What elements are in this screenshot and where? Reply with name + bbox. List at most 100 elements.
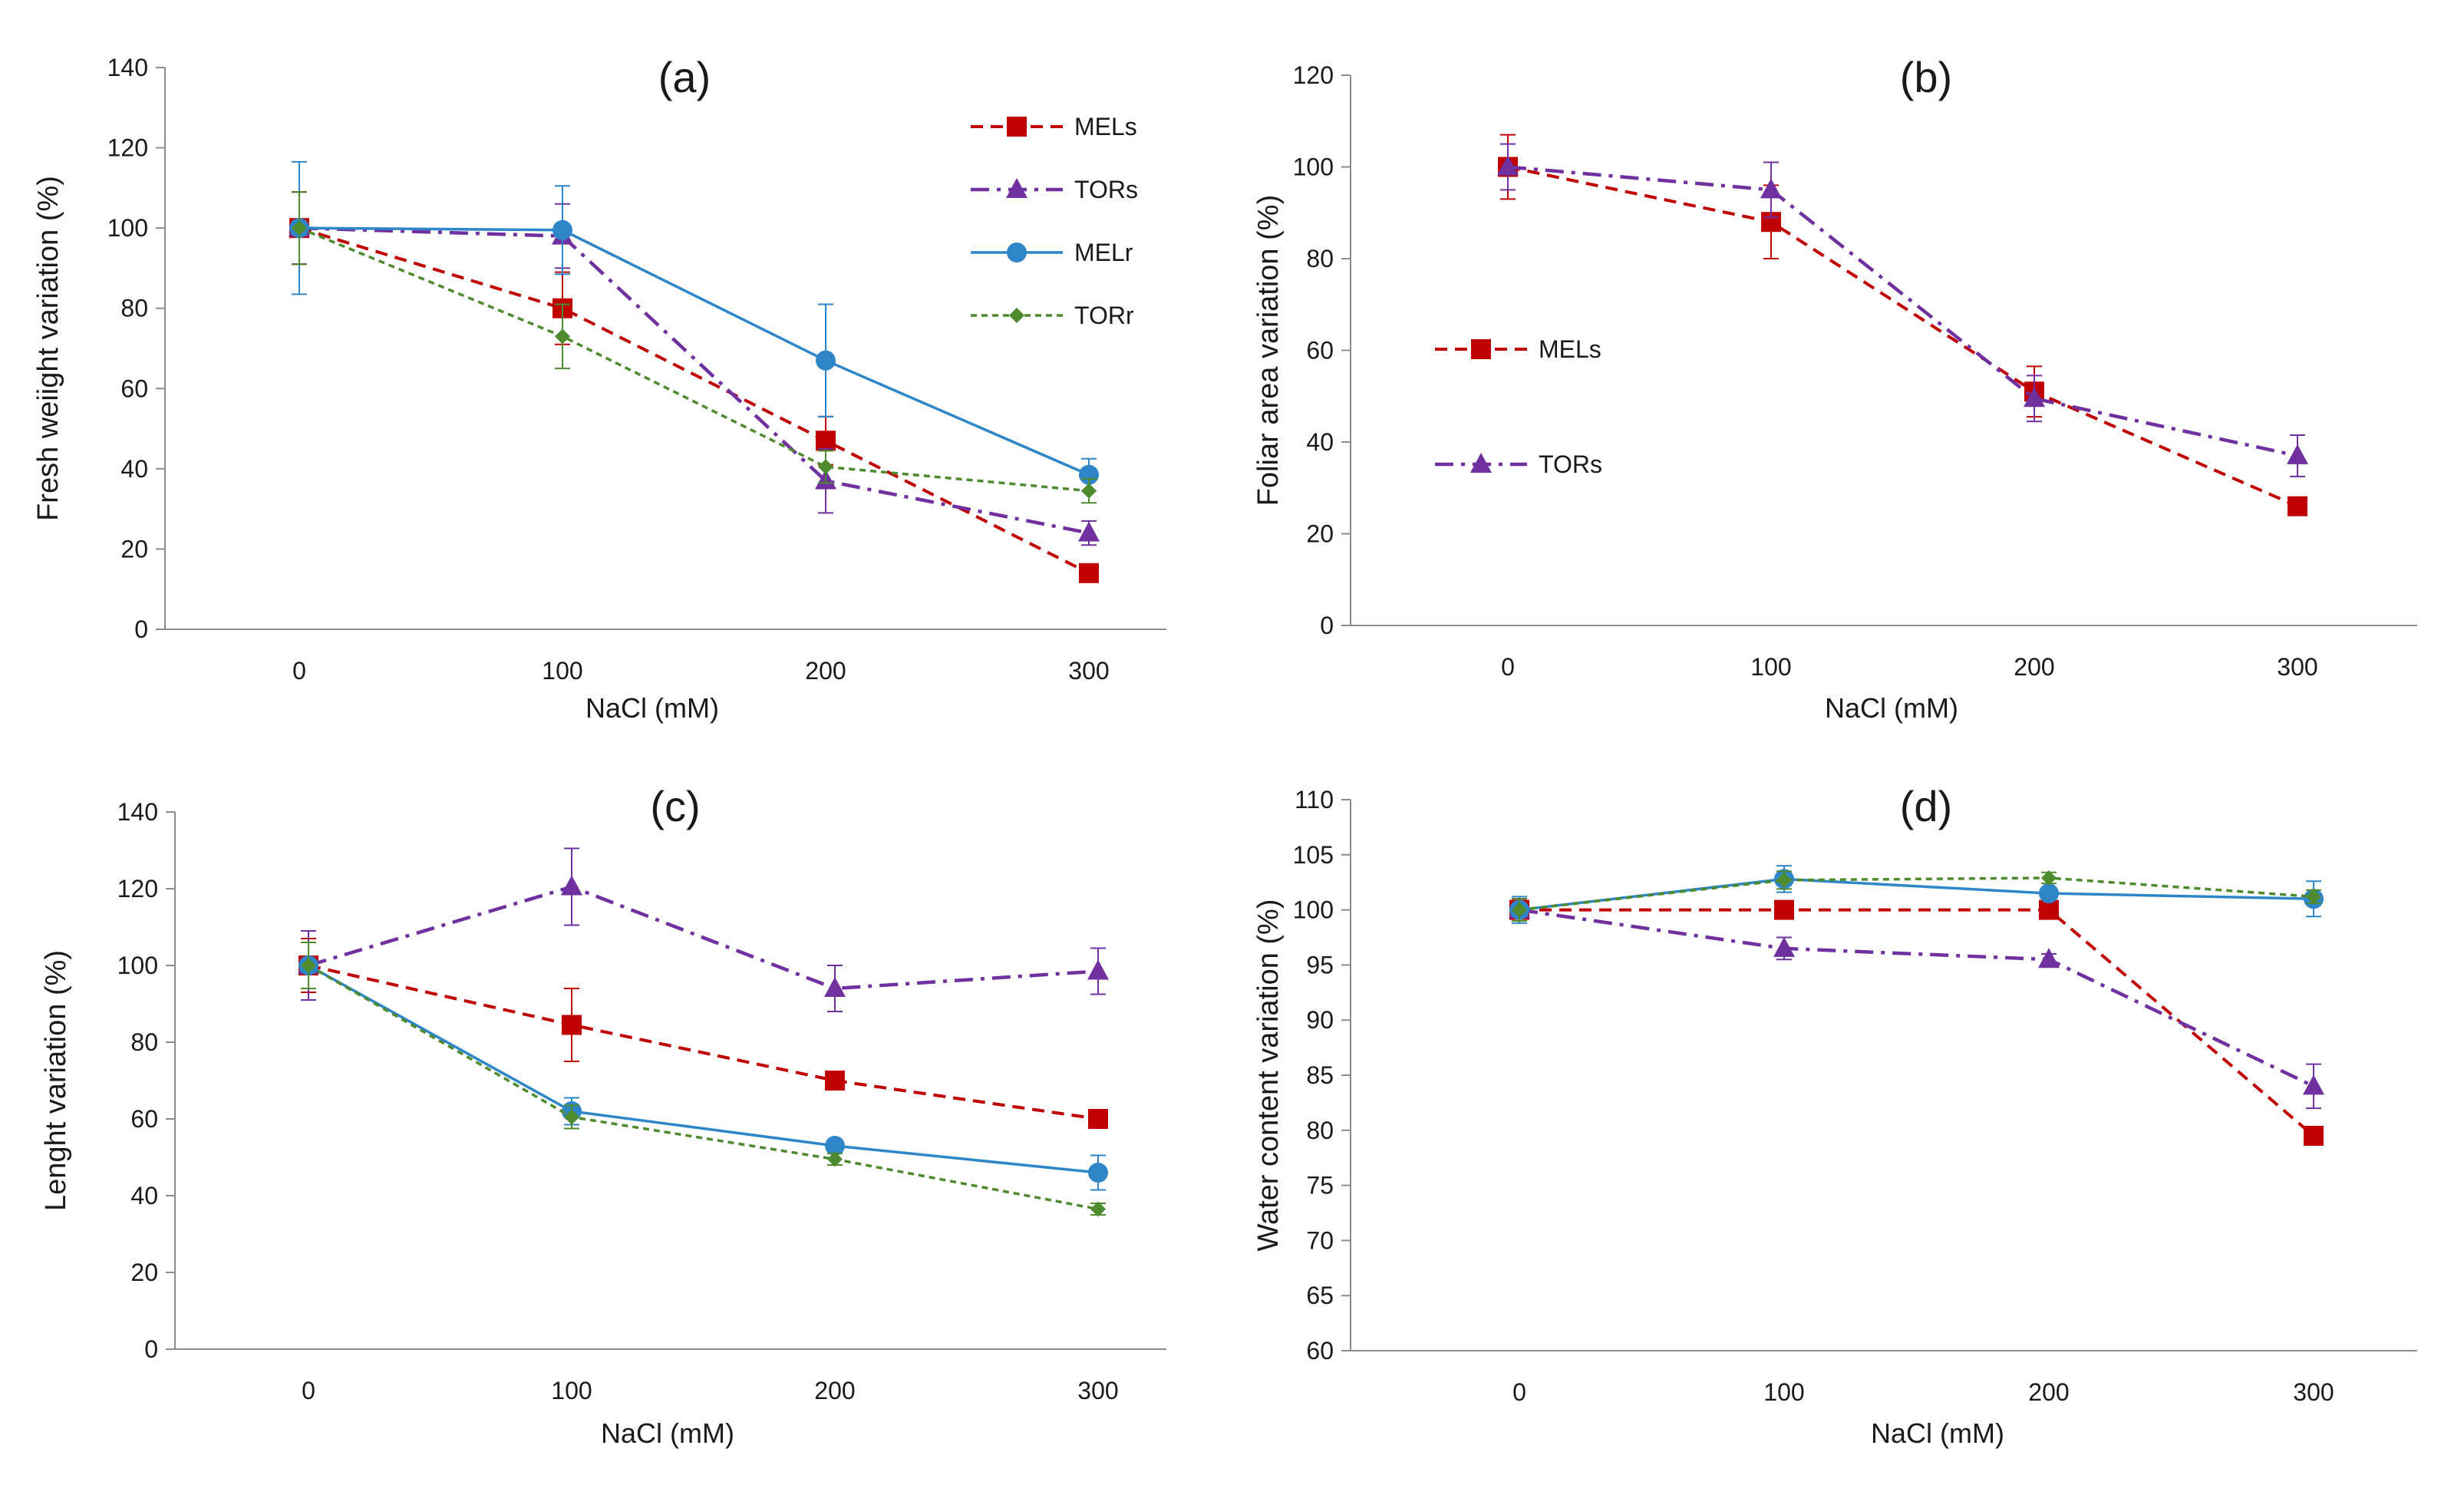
y-axis-title: Lenght variation (%) [40, 950, 72, 1211]
data-point [1079, 563, 1099, 583]
data-point [1090, 1201, 1106, 1217]
y-tick-label: 0 [134, 615, 148, 643]
legend: MELs TORs [1435, 335, 1602, 478]
legend-label: MELs [1539, 335, 1601, 363]
panel-a: 0 20 40 60 80 100 120 140 0 100 200 300 NaCl (mM) Fre… [32, 53, 1166, 724]
series-TORr [292, 191, 1097, 504]
legend-label: TORs [1074, 176, 1138, 203]
y-tick-label: 120 [117, 875, 158, 903]
x-tick-label: 200 [814, 1377, 855, 1404]
data-point [1088, 1109, 1108, 1129]
data-point [2287, 444, 2308, 464]
panel-label: (a) [658, 53, 711, 101]
data-point [824, 977, 846, 997]
series-line [299, 226, 1090, 575]
legend-marker [1007, 243, 1027, 262]
data-point [2038, 948, 2060, 969]
y-tick-label: 80 [1306, 1117, 1334, 1144]
series-line [308, 964, 1099, 1120]
data-point [2306, 889, 2321, 905]
data-point [2304, 1125, 2324, 1146]
data-point [2024, 387, 2045, 408]
data-point [1079, 464, 1099, 485]
data-point [818, 459, 833, 475]
legend: MELs TORs MELr TORr [971, 113, 1138, 329]
x-tick-label: 100 [542, 657, 582, 685]
y-tick-label: 80 [1306, 245, 1334, 272]
y-tick-label: 100 [1293, 896, 1334, 924]
series-line [1519, 908, 2314, 1088]
legend-marker [1006, 178, 1027, 198]
legend-marker [1470, 453, 1492, 473]
data-point [292, 220, 307, 236]
y-axis-title: Fresh weiight variation (%) [32, 176, 64, 521]
series-MELs [299, 938, 1108, 1129]
legend-label: MELs [1074, 113, 1137, 140]
y-tick-label: 60 [120, 375, 148, 402]
series-line [1507, 165, 2298, 508]
legend-marker [1009, 308, 1024, 323]
series-MELs [1509, 898, 2324, 1146]
data-point [2039, 883, 2059, 904]
y-axis-title: Water content variation (%) [1252, 899, 1285, 1252]
y-tick-label: 40 [120, 455, 148, 483]
x-tick-label: 100 [551, 1377, 592, 1404]
series-TORr [301, 942, 1106, 1217]
series-line [299, 226, 1090, 477]
data-point [1081, 483, 1097, 499]
y-tick-label: 65 [1306, 1282, 1334, 1309]
y-tick-label: 0 [1320, 612, 1334, 639]
data-point [555, 328, 570, 345]
series-line [1507, 165, 2298, 458]
panel-label: (c) [650, 782, 700, 830]
y-tick-label: 100 [107, 214, 148, 242]
y-tick-label: 120 [107, 134, 148, 162]
data-point [1512, 902, 1527, 918]
series-line [299, 226, 1090, 493]
y-tick-label: 0 [144, 1335, 158, 1363]
panel-c: 0 20 40 60 80 100 120 140 0 100 200 300 NaCl (mM) Len… [40, 782, 1166, 1449]
x-axis-title: NaCl (mM) [585, 692, 719, 724]
data-point [301, 958, 316, 973]
data-point [2288, 496, 2307, 516]
series-MELr [289, 160, 1099, 492]
legend-marker [1007, 117, 1027, 137]
data-point [825, 1071, 845, 1091]
y-axis-title: Foliar area variation (%) [1252, 195, 1285, 506]
panel-label: (b) [1900, 53, 1952, 101]
y-tick-label: 110 [1295, 786, 1334, 813]
x-tick-label: 100 [1750, 653, 1791, 681]
data-point [816, 350, 836, 371]
series-TORr [1512, 870, 2321, 922]
series-line [1519, 877, 2314, 912]
y-tick-label: 80 [120, 295, 148, 322]
series-MELs [289, 191, 1099, 583]
data-point [1776, 872, 1792, 888]
data-point [2303, 1074, 2324, 1095]
x-tick-label: 100 [1763, 1378, 1804, 1406]
data-point [1497, 155, 1519, 176]
y-tick-label: 100 [1293, 153, 1334, 181]
x-tick-label: 200 [805, 657, 846, 685]
y-tick-label: 70 [1306, 1226, 1334, 1254]
data-point [1088, 1163, 1108, 1183]
x-tick-label: 0 [1512, 1378, 1526, 1406]
y-tick-label: 20 [130, 1259, 158, 1286]
y-tick-label: 60 [130, 1105, 158, 1133]
y-tick-label: 80 [130, 1028, 158, 1056]
series-line [308, 964, 1099, 1211]
data-point [564, 1109, 579, 1125]
series-line [299, 226, 1090, 535]
x-tick-label: 300 [2293, 1378, 2334, 1406]
y-tick-label: 60 [1306, 337, 1334, 365]
y-tick-label: 20 [120, 535, 148, 563]
y-tick-label: 40 [130, 1182, 158, 1209]
x-tick-label: 300 [1077, 1377, 1118, 1404]
y-tick-label: 140 [117, 798, 158, 826]
legend-marker [1471, 339, 1491, 359]
panel-d: 60 65 70 75 80 85 90 95 100 105 110 0 100 200 300 NaCl … [1252, 782, 2417, 1449]
legend-label: TORs [1539, 450, 1602, 478]
data-point [816, 431, 836, 451]
y-tick-label: 85 [1306, 1061, 1334, 1089]
